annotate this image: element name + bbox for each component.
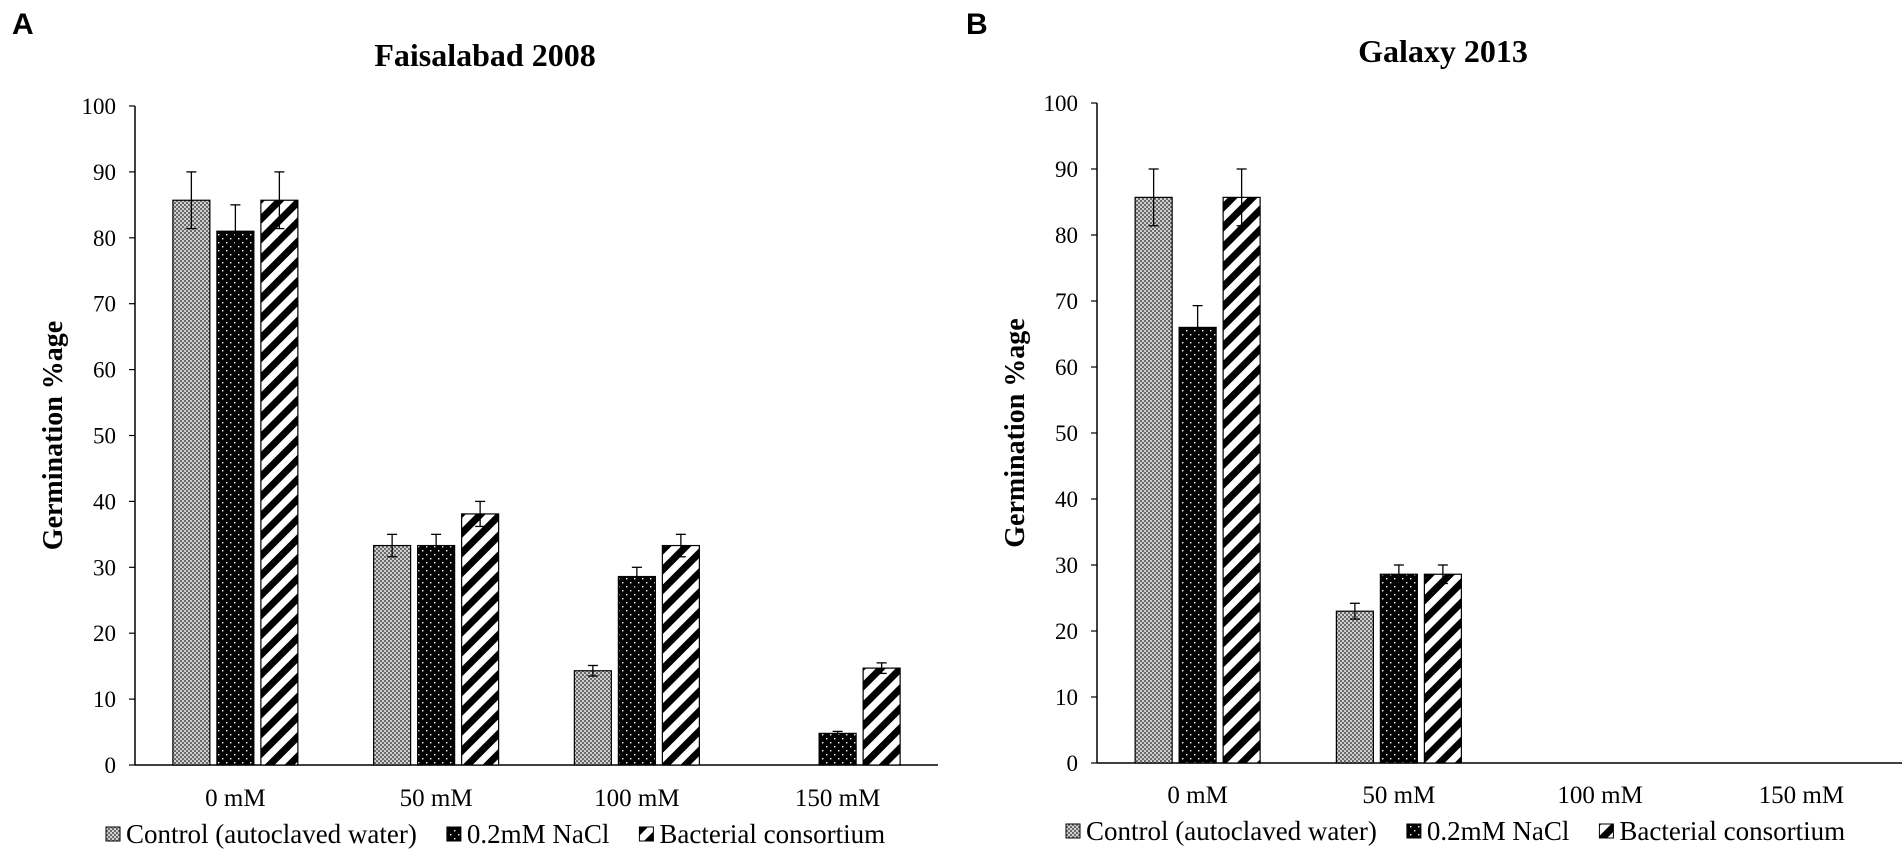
legend-label: Bacterial consortium — [1619, 816, 1845, 846]
y-tick-label: 50 — [1055, 421, 1078, 446]
bar-a-2-2 — [661, 544, 700, 766]
bar-a-1-1 — [417, 544, 456, 766]
legend-swatch — [105, 826, 121, 842]
chart-title: Faisalabad 2008 — [374, 37, 595, 73]
bar-b-1-2 — [1423, 573, 1462, 764]
y-tick-label: 30 — [93, 555, 116, 580]
x-category-label: 150 mM — [795, 785, 880, 812]
legend-swatch — [1065, 823, 1081, 839]
legend-label: Control (autoclaved water) — [1086, 816, 1377, 846]
bar-a-0-0 — [172, 199, 211, 766]
bar-b-1-1 — [1379, 573, 1418, 764]
legend-swatch — [1406, 823, 1422, 839]
bar-a-0-2 — [260, 199, 299, 766]
bar-b-0-2 — [1222, 196, 1261, 764]
bar-a-0-1 — [216, 230, 255, 766]
y-tick-label: 20 — [93, 621, 116, 646]
x-category-label: 100 mM — [1557, 782, 1642, 809]
bar-b-1-0 — [1335, 610, 1374, 764]
legend-swatch — [1598, 823, 1614, 839]
y-tick-label: 100 — [1044, 91, 1079, 116]
bar-a-3-1 — [818, 732, 857, 766]
y-tick-label: 60 — [93, 358, 116, 383]
y-tick-label: 80 — [93, 226, 116, 251]
x-category-label: 0 mM — [205, 785, 265, 812]
legend-label: 0.2mM NaCl — [1427, 816, 1570, 846]
legend-label: 0.2mM NaCl — [467, 819, 610, 849]
bar-b-0-1 — [1178, 326, 1217, 764]
legend-label: Control (autoclaved water) — [126, 819, 417, 849]
y-tick-label: 90 — [1055, 157, 1078, 182]
x-category-label: 0 mM — [1167, 782, 1227, 809]
y-tick-label: 10 — [93, 687, 116, 712]
bar-a-3-2 — [862, 667, 901, 766]
y-tick-label: 40 — [1055, 487, 1078, 512]
y-tick-label: 0 — [105, 753, 117, 778]
legend-b: Control (autoclaved water) 0.2mM NaCl Bact… — [1065, 816, 1845, 846]
bar-a-2-1 — [617, 575, 656, 766]
legend-a: Control (autoclaved water) 0.2mM NaCl Bact… — [105, 819, 885, 849]
x-category-label: 50 mM — [400, 785, 473, 812]
y-axis-label: Germination %age — [1000, 318, 1031, 547]
legend-label: Bacterial consortium — [659, 819, 885, 849]
y-tick-label: 60 — [1055, 355, 1078, 380]
chart-panel-b: B Galaxy 2013 Germination %age 0 10 20 30 40 50 6… — [966, 8, 1902, 809]
y-tick-label: 0 — [1067, 751, 1079, 776]
bar-a-1-2 — [461, 513, 500, 766]
y-tick-label: 20 — [1055, 619, 1078, 644]
y-tick-label: 70 — [1055, 289, 1078, 314]
bar-a-1-0 — [373, 544, 412, 766]
bar-a-2-0 — [573, 670, 612, 766]
chart-panel-a: A Faisalabad 2008 Germination %age 0 10 20 30 4… — [12, 8, 938, 812]
y-axis-label: Germination %age — [38, 321, 69, 550]
y-tick-label: 10 — [1055, 685, 1078, 710]
y-tick-label: 30 — [1055, 553, 1078, 578]
x-category-label: 100 mM — [594, 785, 679, 812]
y-tick-label: 50 — [93, 424, 116, 449]
bar-b-0-0 — [1134, 196, 1173, 764]
y-tick-label: 90 — [93, 160, 116, 185]
panel-letter: B — [966, 8, 988, 41]
x-category-label: 50 mM — [1362, 782, 1435, 809]
y-tick-label: 100 — [82, 94, 117, 119]
x-category-label: 150 mM — [1759, 782, 1844, 809]
panel-letter: A — [12, 8, 34, 41]
legend-swatch — [638, 826, 654, 842]
y-tick-label: 80 — [1055, 223, 1078, 248]
chart-title: Galaxy 2013 — [1358, 33, 1528, 69]
legend-swatch — [446, 826, 462, 842]
y-tick-label: 70 — [93, 292, 116, 317]
y-tick-label: 40 — [93, 489, 116, 514]
